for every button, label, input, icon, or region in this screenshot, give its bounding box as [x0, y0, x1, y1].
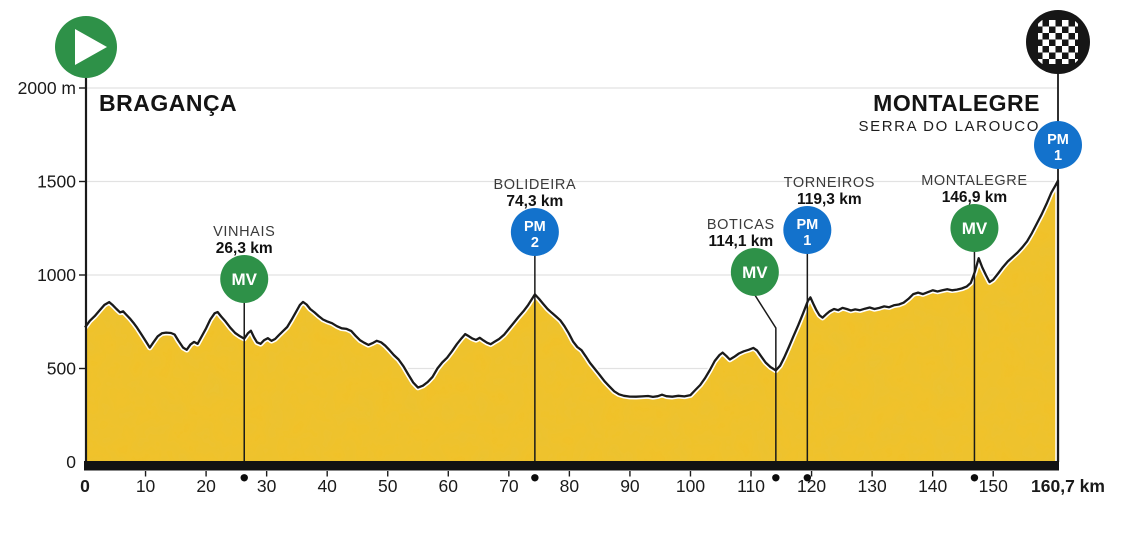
finish-checkered-flag-icon	[1026, 10, 1090, 74]
svg-text:20: 20	[196, 476, 216, 496]
svg-text:60: 60	[439, 476, 459, 496]
marker-serra-do-larouco-pm: PM1	[1034, 121, 1082, 169]
svg-text:110: 110	[737, 476, 765, 496]
svg-text:120: 120	[797, 476, 826, 496]
finish-climb-label: SERRA DO LAROUCO	[858, 118, 1040, 135]
svg-text:500: 500	[47, 359, 76, 379]
svg-text:90: 90	[620, 476, 640, 496]
elevation-area	[82, 177, 1061, 462]
svg-text:MV: MV	[962, 219, 988, 238]
svg-text:119,3 km: 119,3 km	[797, 191, 862, 208]
x-axis: 0 10 20 30 40 50 60 70 80 90 100 110 120 130 140 150 160…	[80, 461, 1105, 496]
svg-text:100: 100	[676, 476, 705, 496]
svg-text:1000: 1000	[37, 265, 76, 285]
svg-text:26,3 km: 26,3 km	[216, 240, 273, 257]
marker-axis-dots	[240, 474, 979, 482]
svg-text:80: 80	[560, 476, 580, 496]
svg-text:PM: PM	[796, 217, 818, 233]
svg-text:PM: PM	[1047, 132, 1069, 148]
svg-text:MV: MV	[742, 263, 768, 282]
svg-text:BOLIDEIRA: BOLIDEIRA	[493, 177, 576, 193]
svg-text:2000 m: 2000 m	[18, 78, 76, 98]
finish-label-block: MONTALEGRE SERRA DO LAROUCO	[859, 90, 1040, 135]
svg-text:160,7 km: 160,7 km	[1031, 476, 1105, 496]
svg-text:0: 0	[80, 476, 90, 496]
y-axis: 0 500 1000 1500 2000 m	[18, 78, 86, 472]
mv-badge	[950, 204, 999, 252]
svg-text:74,3 km: 74,3 km	[506, 193, 563, 210]
svg-text:140: 140	[918, 476, 947, 496]
svg-text:40: 40	[317, 476, 337, 496]
pm-badge	[510, 208, 559, 256]
svg-text:PM: PM	[524, 219, 546, 235]
svg-text:1: 1	[1054, 148, 1062, 164]
svg-text:MV: MV	[231, 270, 257, 289]
svg-text:TORNEIROS: TORNEIROS	[784, 175, 875, 191]
svg-text:2: 2	[531, 235, 539, 251]
start-city-label: BRAGANÇA	[99, 90, 238, 116]
svg-text:VINHAIS: VINHAIS	[213, 224, 275, 240]
svg-text:0: 0	[66, 452, 76, 472]
svg-text:30: 30	[257, 476, 277, 496]
mv-badge	[730, 248, 779, 296]
svg-text:1500: 1500	[37, 172, 76, 192]
svg-text:50: 50	[378, 476, 398, 496]
svg-text:MONTALEGRE: MONTALEGRE	[921, 173, 1027, 189]
svg-text:130: 130	[858, 476, 887, 496]
svg-text:10: 10	[136, 476, 156, 496]
svg-text:BOTICAS: BOTICAS	[707, 217, 775, 233]
pm-badge	[783, 206, 832, 254]
pm-badge	[1034, 121, 1082, 169]
svg-text:146,9 km: 146,9 km	[942, 189, 1008, 206]
svg-text:1: 1	[803, 233, 811, 249]
start-play-icon	[55, 16, 117, 78]
finish-city-label: MONTALEGRE	[873, 90, 1040, 116]
svg-text:114,1 km: 114,1 km	[709, 233, 774, 250]
svg-text:150: 150	[979, 476, 1008, 496]
mv-badge	[220, 255, 269, 303]
svg-text:70: 70	[499, 476, 519, 496]
